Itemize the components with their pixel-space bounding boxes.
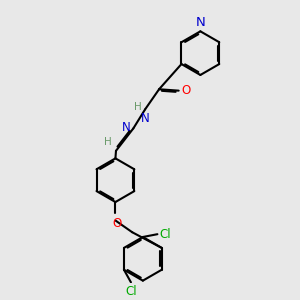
Text: N: N (141, 112, 149, 124)
Text: O: O (112, 217, 121, 230)
Text: Cl: Cl (125, 285, 137, 298)
Text: Cl: Cl (159, 228, 171, 241)
Text: N: N (122, 121, 131, 134)
Text: O: O (182, 84, 191, 97)
Text: H: H (104, 136, 112, 147)
Text: N: N (196, 16, 205, 29)
Text: H: H (134, 102, 142, 112)
